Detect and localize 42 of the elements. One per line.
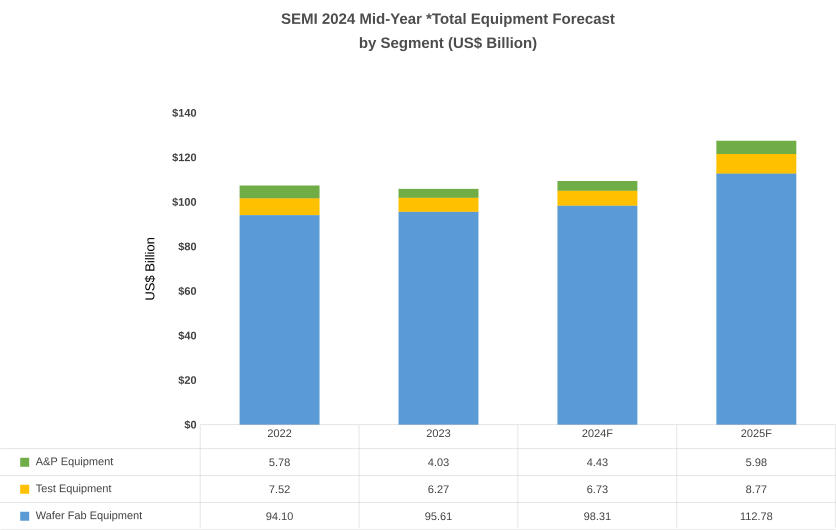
data-label: 94.10 [266,512,293,520]
data-label: 7.52 [269,485,290,494]
bar [398,188,478,198]
data-label: 112.78 [740,512,772,520]
chart-title: SEMI 2024 Mid-Year *Total Equipment Forecast [282,13,615,27]
bar [716,140,796,154]
x-tick-label: 2022 [268,429,292,438]
data-label: 4.03 [428,458,449,466]
legend-label: A&P Equipment [36,457,114,468]
y-tick-label: $60 [178,286,196,296]
bar [240,186,320,198]
bar [240,215,320,425]
x-tick-label: 2024F [582,429,613,438]
bar [398,212,478,425]
y-tick-label: $140 [172,108,196,118]
y-axis-title: US$ Billion [144,238,156,300]
bar [557,190,638,206]
y-tick-label: $80 [178,242,196,252]
data-label: 6.73 [587,485,608,494]
bar [716,154,796,174]
data-label: 8.77 [746,485,766,494]
y-tick-label: $120 [172,153,196,162]
bar [557,206,638,425]
data-label: 5.78 [269,458,290,466]
y-tick-label: $40 [178,331,196,340]
data-label: 4.43 [586,458,608,466]
data-label: 5.98 [746,458,767,466]
bar [557,180,638,191]
data-label: 95.61 [425,512,452,520]
x-tick-label: 2023 [426,429,450,438]
x-tick-label: 2025F [741,429,772,438]
bar [716,174,796,425]
bar [398,198,478,212]
legend-label: Wafer Fab Equipment [36,511,142,522]
bar [240,198,320,216]
y-tick-label: $100 [172,198,196,207]
data-label: 6.27 [428,485,449,494]
y-tick-label: $20 [178,376,196,385]
legend-label: Test Equipment [36,484,112,494]
data-label: 98.31 [584,512,611,520]
y-tick-label: $0 [184,420,196,430]
chart-subtitle: by Segment (US$ Billion) [360,36,536,52]
